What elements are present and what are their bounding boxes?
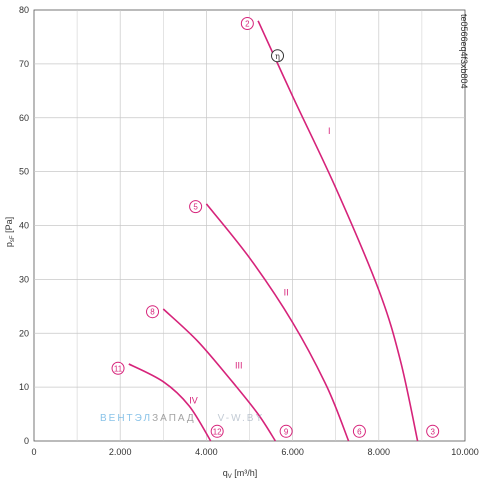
marker-8: 8 [146, 305, 160, 319]
marker-12: 12 [210, 424, 224, 438]
y-tick-label: 70 [19, 59, 29, 69]
x-tick-label: 4.000 [195, 447, 218, 457]
y-tick-label: 30 [19, 274, 29, 284]
x-tick-label: 10.000 [451, 447, 479, 457]
x-axis-label-main: q [223, 468, 228, 478]
x-axis-label: qV [m³/h] [223, 468, 258, 480]
point-markers: 2 η 3 5 6 8 9 11 12 [111, 16, 440, 438]
grid [33, 9, 466, 442]
document-id: te0566eq4f3xb804 [459, 14, 469, 89]
x-axis-ticks: 0 2.000 4.000 6.000 8.000 10.000 [31, 447, 478, 457]
x-tick-label: 6.000 [281, 447, 304, 457]
x-tick-label: 2.000 [109, 447, 132, 457]
marker-circle [279, 424, 293, 438]
y-tick-label: 20 [19, 328, 29, 338]
watermark: ВЕНТЭЛЗАПАД V-W.BY [100, 413, 264, 424]
series-label-iv: IV [189, 395, 198, 405]
marker-circle [426, 424, 440, 438]
series-label-i: I [328, 126, 331, 136]
y-axis-label-unit: [Pa] [4, 217, 14, 236]
x-axis-label-unit: [m³/h] [232, 468, 258, 478]
marker-label: 9 [284, 427, 289, 436]
x-tick-label: 0 [31, 447, 36, 457]
series-label-iii: III [235, 360, 243, 370]
marker-circle [210, 424, 224, 438]
watermark-part1: ВЕНТЭЛ [100, 413, 152, 424]
marker-η: η [271, 49, 285, 63]
marker-circle [189, 200, 203, 214]
marker-circle [240, 16, 254, 30]
marker-label: 5 [193, 203, 198, 212]
marker-label: 3 [430, 427, 435, 436]
marker-circle [352, 424, 366, 438]
y-tick-label: 80 [19, 5, 29, 15]
marker-6: 6 [352, 424, 366, 438]
marker-circle [111, 361, 125, 375]
y-tick-label: 50 [19, 167, 29, 177]
watermark-part3: V-W.BY [218, 413, 264, 424]
marker-label: 12 [213, 427, 222, 436]
y-tick-label: 60 [19, 113, 29, 123]
marker-2: 2 [240, 16, 254, 30]
marker-circle [146, 305, 160, 319]
marker-5: 5 [189, 200, 203, 214]
y-tick-label: 10 [19, 382, 29, 392]
y-axis-label-main: p [4, 242, 14, 247]
marker-label: 11 [114, 364, 123, 373]
series-line-iii [162, 308, 277, 442]
marker-3: 3 [426, 424, 440, 438]
marker-label: 2 [245, 19, 250, 28]
series-line-ii [205, 203, 350, 442]
series-line-iv [128, 363, 212, 442]
y-tick-label: 40 [19, 221, 29, 231]
series-label-ii: II [284, 288, 289, 298]
x-tick-label: 8.000 [368, 447, 391, 457]
series-line-i [257, 20, 419, 442]
watermark-part2: ЗАПАД [152, 413, 196, 424]
marker-11: 11 [111, 361, 125, 375]
y-tick-label: 0 [24, 436, 29, 446]
marker-circle [271, 49, 285, 63]
marker-label: 8 [150, 308, 155, 317]
marker-label: η [275, 52, 280, 61]
marker-label: 6 [357, 427, 362, 436]
y-axis-label: psF [Pa] [4, 217, 16, 247]
x-axis-label-sub: V [228, 474, 232, 480]
y-axis-label-sub: sF [10, 235, 16, 242]
marker-9: 9 [279, 424, 293, 438]
y-axis-ticks: 0 10 20 30 40 50 60 70 80 [19, 5, 29, 446]
